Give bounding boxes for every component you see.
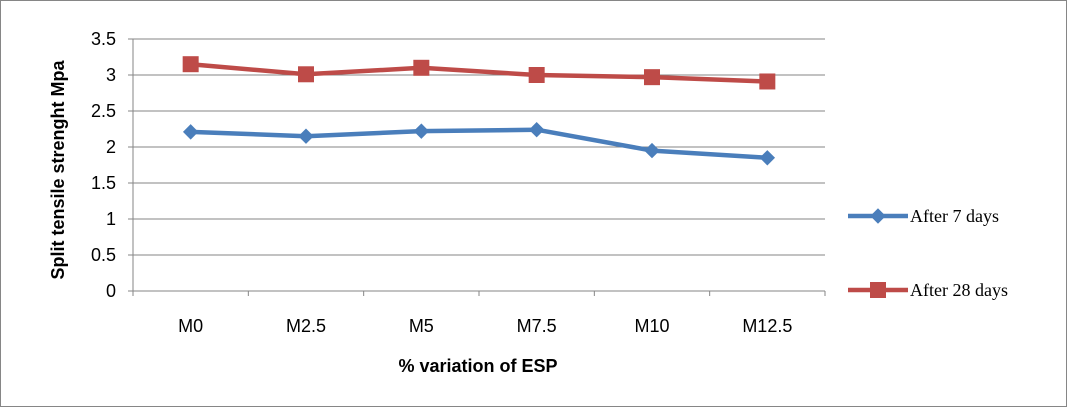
data-point	[298, 66, 314, 83]
data-point	[413, 59, 430, 76]
legend-item: After 28 days	[848, 280, 1008, 300]
axes	[128, 38, 826, 296]
y-tick-label: 3	[106, 65, 116, 85]
data-point	[759, 73, 776, 90]
data-point	[644, 142, 660, 159]
legend-item: After 7 days	[848, 206, 999, 226]
data-point	[644, 69, 660, 86]
series-lines	[182, 56, 776, 166]
gridlines	[133, 38, 825, 256]
y-tick-label: 0	[106, 281, 116, 301]
legend-label: After 28 days	[910, 280, 1008, 300]
x-tick-label: M7.5	[517, 316, 557, 336]
y-tick-labels: 0 0.5 1 1.5 2 2.5 3 3.5	[91, 29, 116, 301]
x-tick-label: M2.5	[286, 316, 326, 336]
x-tick-label: M10	[634, 316, 669, 336]
legend: After 7 days After 28 days	[848, 206, 1008, 300]
x-tick-label: M12.5	[742, 316, 792, 336]
x-tick-label: M5	[409, 316, 434, 336]
legend-label: After 7 days	[910, 206, 999, 226]
y-axis-title: Split tensile strenght Mpa	[48, 60, 68, 280]
series-2	[182, 56, 776, 90]
x-tick-label: M0	[178, 316, 203, 336]
data-point	[182, 56, 199, 73]
legend-marker	[870, 282, 886, 298]
y-tick-label: 1.5	[91, 173, 116, 193]
series-line	[188, 61, 770, 84]
data-point	[528, 67, 545, 83]
data-point	[298, 128, 314, 144]
y-tick-label: 2	[106, 137, 116, 157]
data-point	[182, 124, 199, 140]
x-tick-labels: M0 M2.5 M5 M7.5 M10 M12.5	[178, 316, 792, 336]
y-tick-label: 2.5	[91, 101, 116, 121]
data-point	[528, 122, 545, 138]
legend-marker	[870, 208, 886, 224]
series-1	[182, 122, 776, 166]
y-tick-label: 3.5	[91, 29, 116, 49]
y-tick-label: 0.5	[91, 245, 116, 265]
data-point	[759, 150, 776, 166]
data-point	[413, 123, 430, 139]
x-axis-title: % variation of ESP	[398, 356, 557, 376]
series-line	[188, 127, 770, 161]
y-tick-label: 1	[106, 209, 116, 229]
